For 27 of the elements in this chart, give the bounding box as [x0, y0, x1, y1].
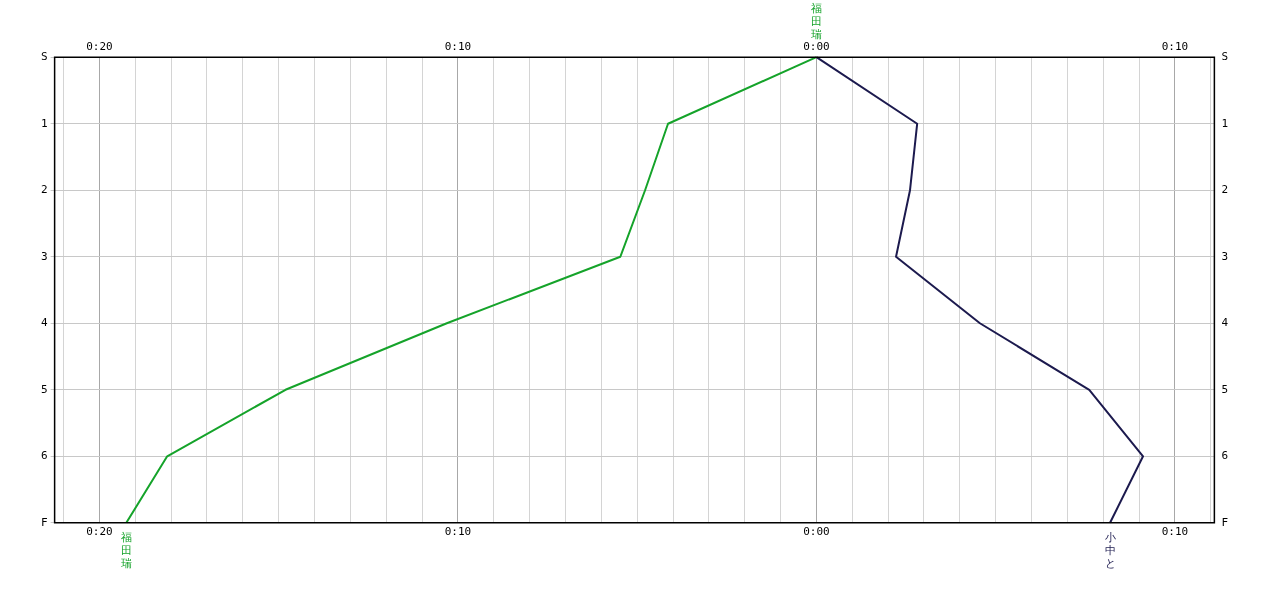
series-label: 福田瑞	[119, 530, 133, 570]
category-label: S	[1221, 50, 1228, 64]
y-tick-label: 3	[41, 249, 48, 263]
x2-tick-label: 0:10	[1161, 40, 1189, 54]
y-tick-label: F	[41, 515, 48, 529]
x-tick-label: 0:10	[1161, 525, 1189, 539]
category-label: 6	[1221, 449, 1228, 463]
category-label: 4	[1221, 316, 1228, 330]
series-label: 小中と	[1103, 530, 1117, 570]
x-tick-label: 0:20	[86, 525, 113, 539]
x-tick-label: 0:00	[803, 525, 830, 539]
y-tick-label: 4	[41, 316, 48, 330]
y-tick-label: 2	[41, 183, 48, 197]
y-tick-label: S	[41, 50, 48, 64]
annotation: 福田瑞	[809, 2, 823, 42]
category-label: 3	[1221, 249, 1228, 263]
category-label: 5	[1221, 382, 1228, 396]
y-tick-label: 5	[41, 382, 48, 396]
x-tick-label: 0:10	[444, 525, 472, 539]
y-tick-label: 1	[41, 116, 48, 130]
x2-tick-label: 0:10	[444, 40, 472, 54]
x2-tick-label: 0:00	[803, 40, 830, 54]
category-label: 2	[1221, 183, 1228, 197]
category-label: 1	[1221, 116, 1228, 130]
y-tick-label: 6	[41, 449, 48, 463]
x2-tick-label: 0:20	[86, 40, 113, 54]
category-label: F	[1221, 515, 1228, 529]
